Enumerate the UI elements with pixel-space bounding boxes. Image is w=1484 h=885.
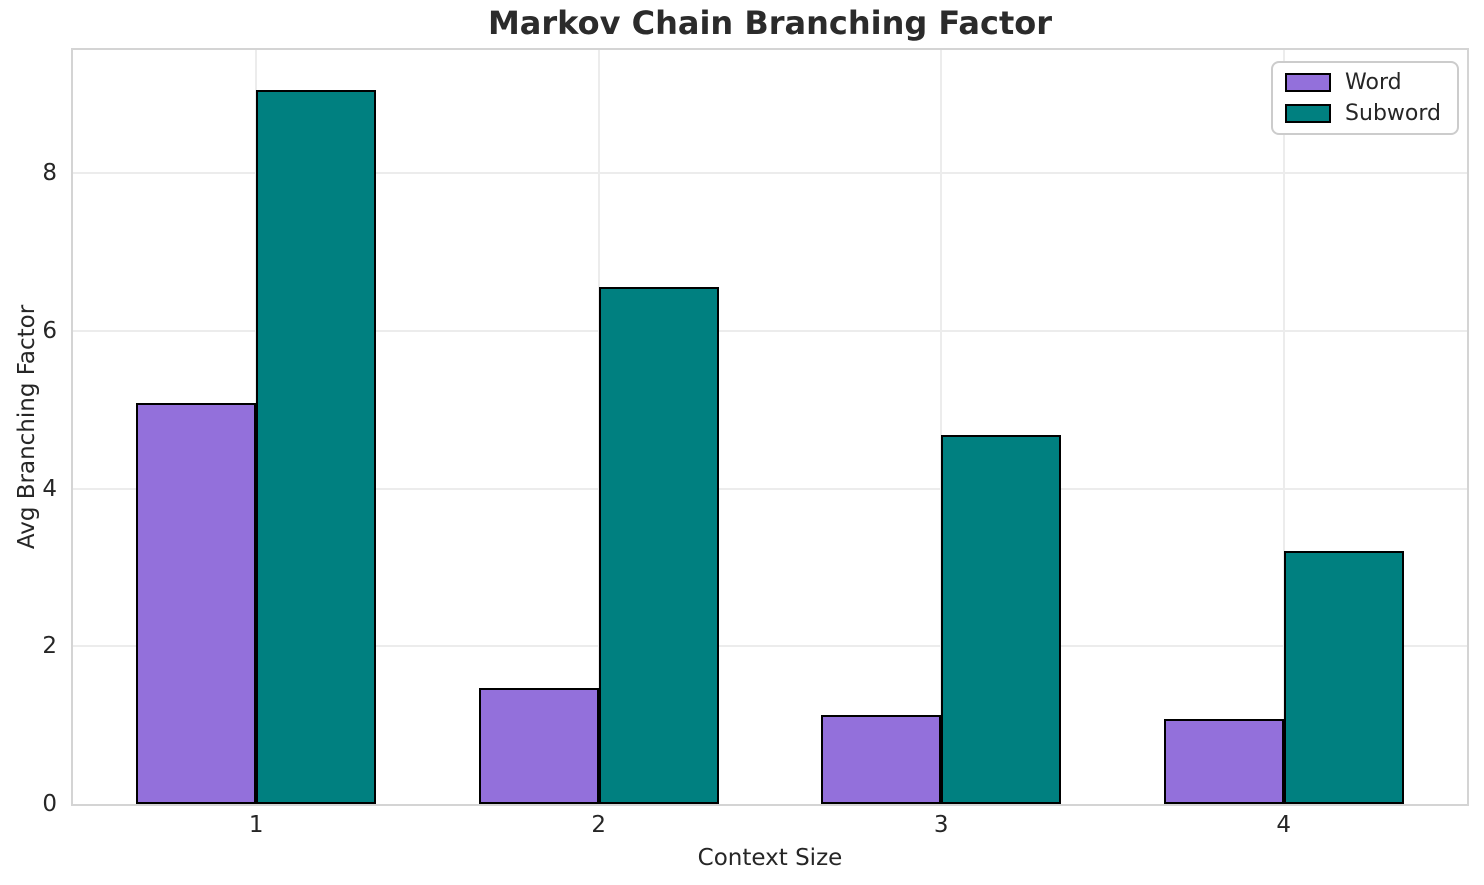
- subword-swatch: [1285, 104, 1332, 123]
- gridline-y-8: [73, 172, 1467, 175]
- gridline-y-4: [73, 487, 1467, 490]
- x-tick-2: 2: [591, 812, 607, 838]
- legend-item-subword: Subword: [1285, 100, 1441, 127]
- bar-word-context-4: [1163, 718, 1284, 804]
- gridline-y-2: [73, 645, 1467, 648]
- x-axis-label: Context Size: [697, 845, 843, 871]
- bar-subword-context-3: [941, 434, 1062, 804]
- bar-word-context-2: [478, 688, 599, 804]
- word-swatch: [1285, 73, 1332, 92]
- legend-item-word: Word: [1285, 69, 1441, 96]
- y-tick-8: 8: [42, 160, 57, 187]
- x-tick-3: 3: [933, 812, 949, 838]
- plot-area: [71, 48, 1469, 806]
- y-tick-0: 0: [42, 791, 57, 817]
- gridline-x-3: [940, 50, 943, 804]
- chart-title: Markov Chain Branching Factor: [487, 4, 1053, 42]
- gridline-x-4: [1282, 50, 1285, 804]
- bar-word-context-3: [821, 714, 942, 804]
- x-tick-4: 4: [1276, 812, 1292, 838]
- y-tick-2: 2: [42, 633, 57, 660]
- bar-subword-context-2: [598, 287, 719, 804]
- bar-word-context-1: [136, 403, 257, 804]
- legend: Word Subword: [1271, 61, 1459, 135]
- y-tick-4: 4: [42, 475, 57, 502]
- x-tick-1: 1: [248, 812, 264, 838]
- bar-subword-context-1: [256, 90, 377, 804]
- y-tick-6: 6: [42, 317, 57, 344]
- legend-label-subword: Subword: [1345, 101, 1441, 126]
- bar-subword-context-4: [1283, 550, 1404, 804]
- gridline-y-6: [73, 329, 1467, 332]
- legend-label-word: Word: [1345, 70, 1402, 95]
